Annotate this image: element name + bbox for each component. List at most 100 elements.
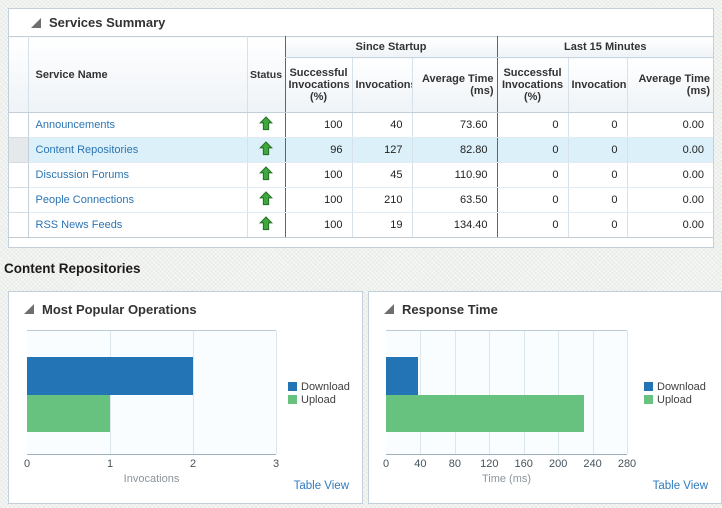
gridline: [454, 331, 456, 454]
metric-cell: 0.00: [626, 187, 714, 213]
col-header-status: Status: [246, 36, 285, 113]
gridline: [276, 331, 277, 454]
response-time-panel: Response Time 0 40 80 120 160 200 240 280 Time …: [368, 291, 722, 504]
service-link[interactable]: Discussion Forums: [35, 169, 130, 181]
metric-cell: 0: [567, 137, 627, 163]
x-tick-label: 160: [514, 458, 533, 470]
service-name-cell: Announcements: [27, 112, 247, 138]
service-link[interactable]: Content Repositories: [35, 144, 139, 156]
x-tick-label: 120: [480, 458, 499, 470]
row-selector[interactable]: [9, 212, 29, 238]
x-axis-label: Time (ms): [481, 473, 532, 485]
metric-cell: 45: [351, 162, 412, 188]
legend-label: Upload: [657, 393, 692, 406]
table-view-link[interactable]: Table View: [652, 480, 708, 492]
bar-download[interactable]: [386, 357, 418, 395]
metric-cell: 210: [351, 187, 412, 213]
bar-upload[interactable]: [27, 395, 110, 432]
gridline: [523, 331, 525, 454]
legend: Download Upload: [288, 380, 350, 406]
service-link[interactable]: People Connections: [35, 194, 134, 206]
status-cell: [246, 112, 285, 138]
legend-item: Download: [644, 380, 706, 393]
legend-swatch-icon: [288, 395, 297, 404]
services-table: Service Name Status Since Startup Last 1…: [9, 36, 714, 238]
gridline: [627, 331, 628, 454]
service-link[interactable]: RSS News Feeds: [35, 219, 123, 231]
status-cell: [246, 137, 285, 163]
col-header-invocations-1: Invocations: [351, 57, 412, 113]
service-name-cell: RSS News Feeds: [27, 212, 247, 238]
table-row[interactable]: RSS News Feeds 100 19 134.40 0 0 0.00: [9, 212, 714, 238]
metric-cell: 0: [496, 187, 568, 213]
legend-swatch-icon: [644, 382, 653, 391]
col-header-service-name: Service Name: [27, 36, 247, 113]
row-selector[interactable]: [9, 112, 29, 138]
metric-cell: 134.40: [411, 212, 497, 238]
status-up-icon: [258, 116, 274, 131]
chart-title: Response Time: [402, 301, 498, 317]
metric-cell: 110.90: [411, 162, 497, 188]
disclosure-triangle-icon[interactable]: [31, 17, 41, 28]
metric-cell: 0: [567, 212, 627, 238]
row-selector[interactable]: [9, 137, 29, 163]
metric-cell: 100: [284, 112, 352, 138]
legend-item: Upload: [644, 393, 706, 406]
col-header-average-time-2: Average Time (ms): [626, 57, 714, 113]
metric-cell: 0: [496, 212, 568, 238]
gridline: [592, 331, 594, 454]
service-link[interactable]: Announcements: [35, 119, 116, 131]
x-ticks: 0 40 80 120 160 200 240 280: [383, 458, 636, 471]
bar-upload[interactable]: [386, 395, 584, 432]
metric-cell: 0.00: [626, 137, 714, 163]
legend: Download Upload: [644, 380, 706, 406]
legend-label: Download: [657, 380, 706, 393]
metric-cell: 0: [496, 162, 568, 188]
legend-item: Download: [288, 380, 350, 393]
bar-download[interactable]: [27, 357, 193, 395]
metric-cell: 0.00: [626, 112, 714, 138]
x-axis-label: Invocations: [123, 473, 180, 485]
metric-cell: 0: [567, 162, 627, 188]
panel-title: Services Summary: [49, 15, 166, 30]
metric-cell: 63.50: [411, 187, 497, 213]
status-up-icon: [258, 216, 274, 231]
metric-cell: 0: [496, 112, 568, 138]
x-tick-label: 3: [272, 458, 280, 470]
metric-cell: 40: [351, 112, 412, 138]
row-selector[interactable]: [9, 162, 29, 188]
table-row[interactable]: Content Repositories 96 127 82.80 0 0 0.00: [9, 137, 714, 163]
col-header-successful-invocations-1: Successful Invocations (%): [284, 57, 352, 113]
legend-item: Upload: [288, 393, 350, 406]
x-tick-label: 40: [414, 458, 427, 470]
group-header-last-15-minutes: Last 15 Minutes: [496, 36, 714, 58]
plot-area: [27, 330, 277, 455]
gridline: [558, 331, 560, 454]
metric-cell: 19: [351, 212, 412, 238]
legend-label: Download: [301, 380, 350, 393]
x-tick-label: 80: [448, 458, 461, 470]
disclosure-triangle-icon[interactable]: [24, 304, 34, 314]
metric-cell: 73.60: [411, 112, 497, 138]
section-heading: Content Repositories: [4, 261, 141, 276]
col-header-average-time-1: Average Time (ms): [411, 57, 497, 113]
metric-cell: 82.80: [411, 137, 497, 163]
x-tick-label: 2: [189, 458, 197, 470]
services-summary-header: Services Summary: [9, 9, 713, 36]
row-selector[interactable]: [9, 187, 29, 213]
x-tick-label: 0: [23, 458, 31, 470]
status-cell: [246, 162, 285, 188]
x-tick-label: 280: [617, 458, 637, 470]
table-view-link[interactable]: Table View: [293, 480, 349, 492]
service-name-cell: Discussion Forums: [27, 162, 247, 188]
table-row[interactable]: Announcements 100 40 73.60 0 0 0.00: [9, 112, 714, 138]
chart-panel-header: Most Popular Operations: [9, 292, 362, 322]
services-table-body: Announcements 100 40 73.60 0 0 0.00 Content Re…: [9, 112, 714, 238]
gridline: [193, 331, 194, 454]
disclosure-triangle-icon[interactable]: [384, 304, 394, 314]
table-row[interactable]: People Connections 100 210 63.50 0 0 0.00: [9, 187, 714, 213]
col-header-invocations-2: Invocations: [567, 57, 627, 113]
metric-cell: 100: [284, 212, 352, 238]
table-row[interactable]: Discussion Forums 100 45 110.90 0 0 0.00: [9, 162, 714, 188]
